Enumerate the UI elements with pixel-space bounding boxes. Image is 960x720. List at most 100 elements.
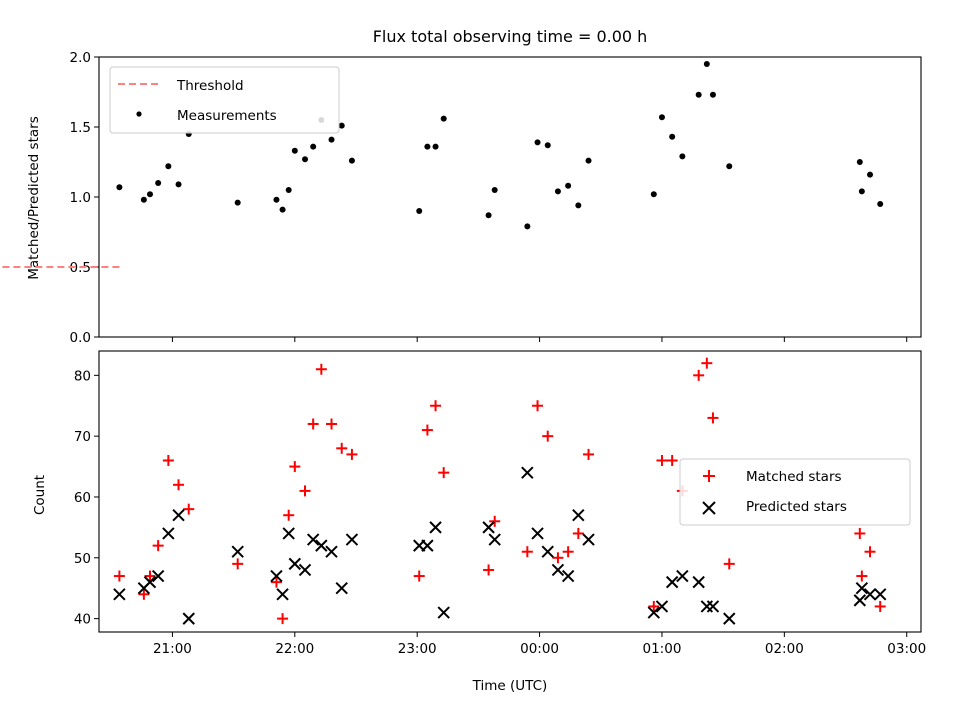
measurement-point	[877, 201, 884, 207]
matched-star-point	[707, 412, 719, 424]
matched-star-point	[874, 600, 886, 612]
measurements-legend-label: Measurements	[177, 108, 277, 124]
predicted-star-point	[298, 563, 312, 577]
count-x-tick-label: 23:00	[398, 641, 437, 657]
measurement-point	[328, 136, 335, 143]
measurement-point	[726, 163, 733, 170]
predicted-star-point	[676, 569, 689, 583]
predicted-legend-label: Predicted stars	[746, 499, 847, 515]
count-y-tick-label: 50	[74, 551, 91, 567]
matched-star-point	[693, 369, 705, 381]
predicted-star-point	[306, 533, 320, 546]
measurement-point	[485, 212, 492, 219]
matched-star-point	[283, 509, 295, 521]
ratio-axes-frame	[98, 56, 922, 338]
matched-star-point	[277, 613, 289, 625]
measurement-point	[234, 199, 241, 206]
x-axis-label: Time (UTC)	[472, 678, 548, 694]
measurement-point	[679, 153, 686, 160]
ratio-y-tick-label: 2.0	[70, 50, 91, 66]
matched-star-point	[315, 363, 327, 375]
count-axes-frame	[98, 350, 922, 633]
matched-star-point	[656, 454, 668, 466]
matched-star-point	[666, 454, 678, 466]
matched-star-point	[232, 558, 244, 570]
predicted-star-point	[665, 575, 679, 589]
measurement-point	[554, 188, 561, 195]
matched-star-point	[542, 430, 554, 442]
measurement-point	[165, 163, 172, 170]
predicted-star-point	[315, 539, 328, 552]
count-x-tick-label: 22:00	[275, 641, 314, 657]
predicted-star-point	[572, 509, 585, 522]
predicted-star-point	[706, 600, 720, 613]
matched-star-point	[854, 527, 866, 539]
matched-star-point	[723, 558, 735, 570]
matched-legend-swatch	[703, 470, 715, 482]
matched-star-point	[346, 448, 358, 460]
ratio-legend-box	[109, 66, 340, 134]
predicted-star-point	[863, 588, 877, 601]
matched-star-point	[532, 400, 544, 412]
predicted-star-point	[437, 606, 450, 619]
measurement-point	[856, 159, 863, 165]
measurement-point	[432, 143, 439, 150]
matched-star-point	[521, 546, 533, 558]
measurement-point	[565, 182, 572, 189]
matched-star-point	[183, 503, 195, 515]
measurement-point	[858, 188, 865, 195]
count-panel: Count Time (UTC) 40 50 60 70 80 21:00 22:00 23:…	[32, 350, 926, 694]
count-y-tick-label: 80	[74, 368, 91, 384]
predicted-star-point	[172, 509, 185, 522]
matched-star-point	[270, 576, 282, 588]
measurement-point	[585, 157, 592, 164]
count-x-tick-label: 00:00	[520, 641, 559, 657]
predicted-star-point	[853, 594, 867, 607]
predicted-star-point	[723, 612, 736, 625]
predicted-star-point	[335, 582, 348, 595]
count-y-axis-label: Count	[32, 475, 48, 515]
measurement-point	[273, 196, 280, 203]
count-legend-box	[679, 458, 911, 526]
matched-star-point	[856, 570, 868, 582]
measurement-point	[575, 202, 582, 209]
predicted-star-point	[647, 606, 661, 619]
measurement-point	[440, 115, 447, 122]
measurement-point	[867, 171, 874, 178]
measurement-point	[534, 139, 541, 146]
measurement-point	[524, 223, 531, 230]
predicted-star-point	[541, 545, 554, 558]
matched-star-point	[173, 479, 185, 491]
matched-star-point	[299, 485, 311, 497]
ratio-plot-area: 0.00.51.01.52.0	[0, 50, 908, 346]
predicted-star-point	[182, 612, 195, 625]
predicted-star-point	[488, 533, 501, 546]
ratio-legend: Threshold Measurements	[109, 66, 340, 134]
measurement-point	[116, 184, 123, 191]
matched-star-point	[483, 564, 495, 576]
predicted-star-point	[582, 533, 595, 546]
measurement-point	[695, 91, 702, 98]
matched-star-point	[326, 418, 338, 430]
matched-star-point	[438, 467, 450, 479]
ratio-chart-title: Flux total observing time = 0.00 h	[373, 27, 648, 46]
matched-star-point	[864, 546, 876, 558]
threshold-legend-label: Threshold	[176, 78, 244, 94]
count-plot-area: 40 50 60 70 80 21:00 22:00 23:00 00:00 01:00 02:00…	[74, 357, 926, 657]
count-x-tick-label: 21:00	[153, 641, 192, 657]
matched-star-point	[307, 418, 319, 430]
predicted-star-point	[692, 575, 705, 589]
matched-star-point	[152, 540, 164, 552]
measurement-point	[285, 187, 292, 193]
matched-star-point	[648, 600, 660, 612]
predicted-star-point	[162, 527, 175, 540]
predicted-star-point	[270, 569, 283, 583]
ratio-y-tick-label: 1.0	[70, 190, 91, 206]
ratio-y-tick-label: 0.0	[70, 330, 91, 346]
predicted-star-point	[113, 588, 126, 601]
predicted-star-point	[429, 521, 442, 534]
measurement-point	[338, 122, 345, 129]
predicted-star-point	[421, 539, 434, 552]
measurement-point	[175, 181, 182, 188]
predicted-star-point	[325, 545, 338, 558]
